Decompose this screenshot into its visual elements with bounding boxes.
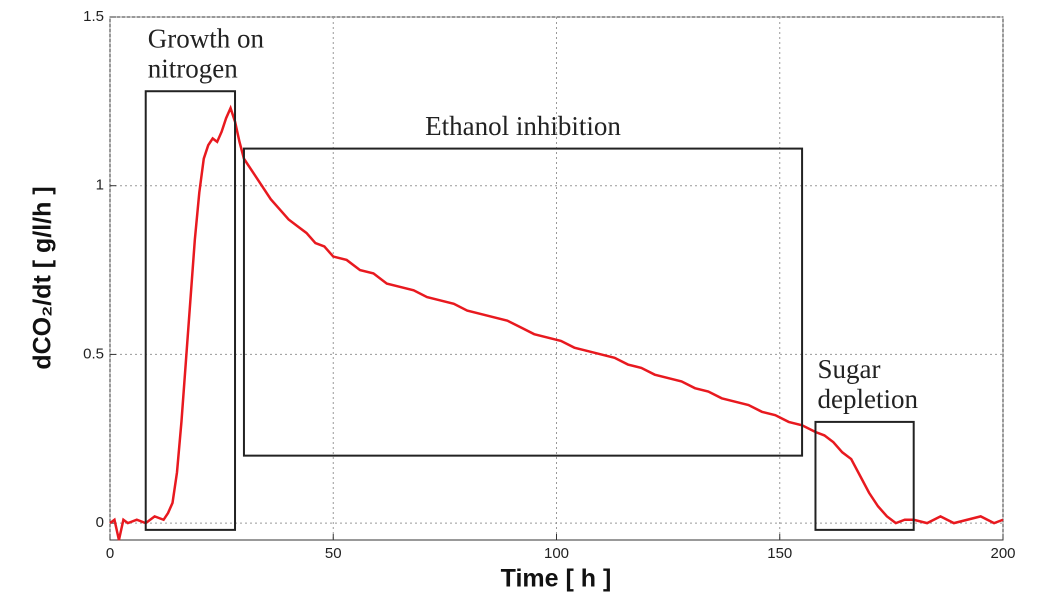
y-tick-label: 1.5: [83, 8, 104, 25]
x-axis-label: Time [ h ]: [501, 565, 612, 593]
x-tick-label: 150: [767, 545, 792, 562]
data-line: [109, 104, 1004, 541]
annotation-text: nitrogen: [148, 53, 238, 83]
x-tick-label: 0: [106, 545, 114, 562]
annotation-text: Sugar: [817, 354, 880, 384]
annotation-box: [814, 420, 915, 531]
y-tick-label: 0.5: [83, 345, 104, 362]
annotation-text: depletion: [817, 384, 918, 414]
annotation-box: [144, 90, 237, 531]
annotation-text: Ethanol inhibition: [425, 111, 621, 141]
x-tick-label: 50: [325, 545, 342, 562]
y-axis-label: dCO₂/dt [ g/l/h ]: [29, 186, 57, 369]
annotation-text: Growth on: [148, 23, 265, 53]
x-tick-label: 200: [990, 545, 1015, 562]
x-tick-label: 100: [544, 545, 569, 562]
y-tick-label: 0: [96, 514, 104, 531]
annotation-box: [242, 147, 804, 457]
y-tick-label: 1: [96, 177, 104, 194]
